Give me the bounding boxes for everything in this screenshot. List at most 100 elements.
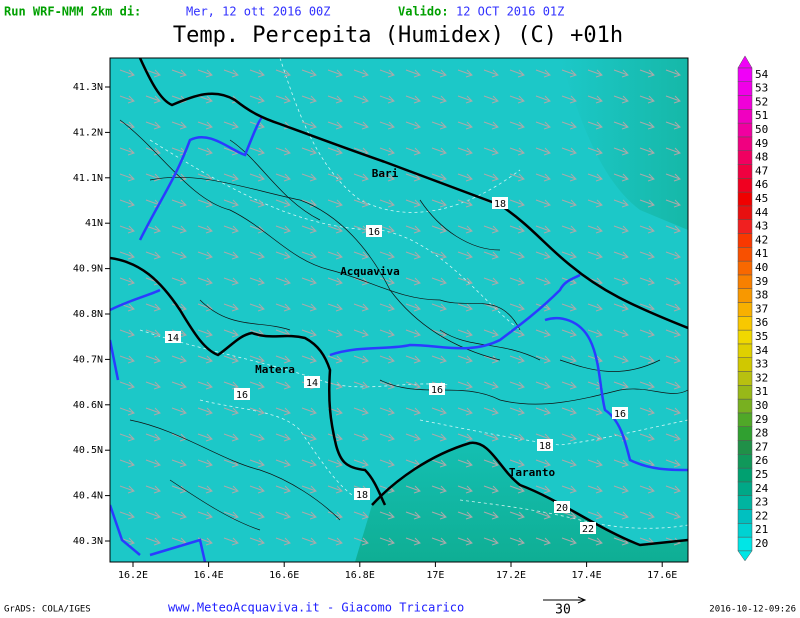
wind-arrow [223, 329, 239, 338]
wind-arrow [379, 251, 395, 260]
colorbar-label: 24 [755, 482, 769, 495]
wind-arrow [223, 407, 239, 416]
wind-arrow [587, 95, 603, 104]
wind-arrow [457, 433, 473, 442]
lon-label: 16.2E [118, 570, 148, 581]
lat-label: 41.1N [73, 173, 103, 184]
colorbar-label: 36 [755, 316, 768, 329]
lon-label: 16.6E [269, 570, 299, 581]
wind-arrow [405, 537, 421, 546]
colorbar-label: 37 [755, 302, 768, 315]
wind-arrow [171, 251, 187, 260]
wind-arrow [379, 69, 395, 78]
wind-arrow [197, 95, 213, 104]
wind-arrow [457, 303, 473, 312]
wind-arrow [457, 173, 473, 182]
wind-arrow [301, 199, 317, 208]
run-label: Run WRF-NMM 2km di: [4, 5, 141, 19]
wind-arrow [457, 69, 473, 78]
colorbar-swatch [737, 371, 753, 386]
wind-arrow [249, 95, 265, 104]
wind-arrow [249, 485, 265, 494]
lat-label: 40.7N [73, 354, 103, 365]
colorbar-label: 32 [755, 371, 768, 384]
wind-arrow [535, 277, 551, 286]
wind-arrow [431, 459, 447, 468]
wind-arrow [509, 355, 525, 364]
wind-arrow [249, 459, 265, 468]
wind-arrow [275, 459, 291, 468]
run-date: Mer, 12 ott 2016 00Z [186, 5, 331, 19]
wind-arrow [587, 537, 603, 546]
wind-arrow [665, 433, 681, 442]
wind-arrow [405, 147, 421, 156]
wind-arrow [457, 511, 473, 520]
wind-arrow [249, 355, 265, 364]
wind-arrow [301, 69, 317, 78]
wind-arrow [483, 225, 499, 234]
wind-arrow [223, 485, 239, 494]
wind-arrow [197, 381, 213, 390]
wind-arrow [249, 147, 265, 156]
wind-arrow [509, 537, 525, 546]
wind-arrow [535, 355, 551, 364]
wind-arrow [457, 537, 473, 546]
colorbar-swatch [737, 178, 753, 193]
wind-arrow [431, 511, 447, 520]
wind-arrow [171, 407, 187, 416]
wind-arrow [561, 121, 577, 130]
wind-arrow [665, 329, 681, 338]
wind-arrow [197, 407, 213, 416]
wind-arrow [431, 121, 447, 130]
wind-arrow [327, 95, 343, 104]
wind-arrow [613, 459, 629, 468]
wind-arrow [249, 199, 265, 208]
wind-arrow [535, 225, 551, 234]
lon-label: 17.2E [496, 570, 526, 581]
wind-arrow [561, 433, 577, 442]
wind-arrow [249, 511, 265, 520]
wind-arrow [379, 407, 395, 416]
colorbar-label: 23 [755, 496, 768, 509]
wind-arrow [275, 199, 291, 208]
colorbar-bottom [737, 550, 753, 562]
wind-arrow [483, 381, 499, 390]
colorbar-label: 20 [755, 537, 768, 550]
contour-label-bg [429, 383, 445, 395]
wind-arrow [353, 95, 369, 104]
colorbar-swatch [737, 316, 753, 331]
wind-arrow [613, 303, 629, 312]
wind-arrow [223, 537, 239, 546]
wind-arrow [223, 303, 239, 312]
wind-arrow [301, 277, 317, 286]
wind-arrow [613, 485, 629, 494]
wind-arrow [457, 277, 473, 286]
colorbar-swatch [737, 109, 753, 124]
wind-arrow [639, 329, 655, 338]
wind-arrow [327, 251, 343, 260]
wind-arrow [119, 251, 135, 260]
colorbar-label: 33 [755, 358, 768, 371]
map-area: Bari Acquaviva Matera Taranto 18 16 14 14 16 16 16… [110, 58, 688, 562]
wind-arrow [613, 69, 629, 78]
wind-arrow [639, 381, 655, 390]
wind-arrow [405, 173, 421, 182]
wind-arrow [353, 121, 369, 130]
colorbar-swatch [737, 454, 753, 469]
colorbar-swatch [737, 467, 753, 483]
wind-arrow [249, 433, 265, 442]
wind-arrow [431, 251, 447, 260]
contour-label: 18 [494, 199, 506, 210]
wind-arrow [561, 225, 577, 234]
wind-arrow [535, 251, 551, 260]
wind-arrow [405, 277, 421, 286]
software-label: GrADS: COLA/IGES [4, 605, 91, 615]
lon-label: 17E [426, 570, 444, 581]
contour-label: 14 [167, 333, 179, 344]
wind-arrow [431, 277, 447, 286]
wind-arrow [353, 433, 369, 442]
lat-label: 41N [85, 218, 103, 229]
wind-arrow [665, 121, 681, 130]
colorbar-label: 35 [755, 330, 768, 343]
contour-label-bg [580, 522, 596, 534]
